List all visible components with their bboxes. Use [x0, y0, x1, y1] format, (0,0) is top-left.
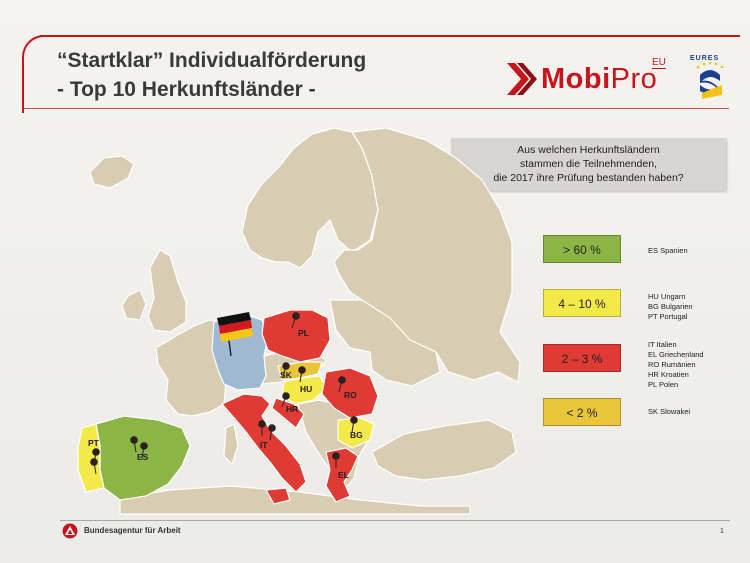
- pin-icon: [298, 366, 306, 383]
- legend-country-list: ES Spanien: [648, 246, 688, 256]
- pin-icon: [350, 416, 358, 433]
- land-ireland: [121, 289, 147, 321]
- mobipro-wordmark: MobiPro: [541, 63, 657, 96]
- eures-label: EURES: [690, 55, 720, 62]
- legend-country: RO Rumänien: [648, 360, 696, 369]
- pin-icon: [282, 362, 290, 378]
- header-divider-line: [24, 108, 729, 109]
- pin-icon: [92, 448, 100, 465]
- legend-range-box: 2 – 3 %: [543, 344, 621, 372]
- country-greece: [325, 447, 359, 503]
- country-italy-sicily: [265, 487, 291, 505]
- label-ro: RO: [344, 390, 357, 400]
- land-iceland: [89, 155, 135, 189]
- legend-country: BG Bulgarien: [648, 302, 693, 311]
- title-line-2: - Top 10 Herkunftsländer -: [57, 78, 316, 101]
- land-uk: [147, 249, 187, 333]
- legend-country: HU Ungarn: [648, 292, 686, 301]
- mobipro-wordmark-b: Pro: [610, 63, 658, 95]
- country-portugal: [77, 423, 105, 493]
- pin-icon: [268, 424, 276, 441]
- pin-icon: [291, 312, 300, 329]
- ba-logo-icon: [62, 523, 78, 539]
- label-pl: PL: [298, 328, 309, 338]
- map-pins: [90, 312, 358, 475]
- question-line-3: die 2017 ihre Prüfung bestanden haben?: [493, 172, 684, 184]
- pin-icon: [281, 392, 290, 408]
- footer-org: Bundesagentur für Arbeit: [84, 526, 181, 535]
- land-sardinia: [223, 423, 239, 465]
- country-poland: [261, 309, 331, 363]
- label-hr: HR: [286, 404, 299, 414]
- country-bulgaria: [337, 417, 375, 449]
- question-box: Aus welchen Herkunftsländern stammen die…: [451, 138, 726, 191]
- label-it: IT: [260, 440, 268, 450]
- country-croatia: [271, 397, 305, 429]
- legend-country: PL Polen: [648, 380, 679, 389]
- legend-country: PT Portugal: [648, 312, 688, 321]
- question-line-1: Aus welchen Herkunftsländern: [517, 144, 660, 156]
- label-el: EL: [338, 470, 349, 480]
- label-pt: PT: [88, 438, 99, 448]
- pin-icon: [332, 452, 340, 468]
- label-bg: BG: [350, 430, 363, 440]
- pin-icon: [258, 420, 266, 436]
- legend-range-box: < 2 %: [543, 398, 621, 426]
- pin-icon: [130, 436, 138, 453]
- legend-country: SK Slowakei: [648, 407, 691, 416]
- legend-country-list: SK Slowakei: [648, 407, 690, 417]
- legend-country: ES Spanien: [648, 246, 688, 255]
- legend-country: HR Kroatien: [648, 370, 689, 379]
- label-hu: HU: [300, 384, 313, 394]
- mobipro-chevron-icon: [507, 63, 537, 95]
- pin-icon: [90, 458, 98, 475]
- legend-country-list: HU Ungarn BG Bulgarien PT Portugal: [648, 292, 693, 322]
- label-sk: SK: [280, 370, 292, 380]
- legend-country: IT Italien: [648, 340, 677, 349]
- poster-title: “Startklar” Individualförderung - Top 10…: [57, 46, 366, 104]
- eures-emblem-icon: [696, 61, 724, 99]
- header-red-line: [40, 35, 740, 37]
- country-italy: [221, 393, 307, 493]
- footer-divider: [60, 520, 730, 521]
- country-romania: [321, 367, 379, 419]
- german-flag-icon: [217, 312, 253, 357]
- legend-range-box: > 60 %: [543, 235, 621, 263]
- land-background: [89, 127, 521, 515]
- mobipro-wordmark-a: Mobi: [541, 63, 611, 95]
- land-scandinavia: [241, 127, 379, 269]
- legend-range-box: 4 – 10 %: [543, 289, 621, 317]
- question-line-2: stammen die Teilnehmenden,: [520, 158, 657, 170]
- land-north-africa: [119, 485, 471, 515]
- title-line-1: “Startklar” Individualförderung: [57, 49, 367, 72]
- eures-logo: EURES: [688, 55, 732, 101]
- legend-country-list: IT Italien EL Griechenland RO Rumänien HR K…: [648, 340, 704, 390]
- label-es: ES: [137, 452, 149, 462]
- legend-country: EL Griechenland: [648, 350, 704, 359]
- page-number: 1: [720, 528, 724, 535]
- pin-icon: [338, 376, 346, 393]
- land-ukraine: [329, 299, 441, 387]
- mobipro-eu-mark: EU: [652, 57, 666, 69]
- pin-icon: [140, 442, 148, 459]
- mobipro-logo: MobiPro EU: [505, 55, 675, 99]
- land-turkey: [371, 419, 517, 481]
